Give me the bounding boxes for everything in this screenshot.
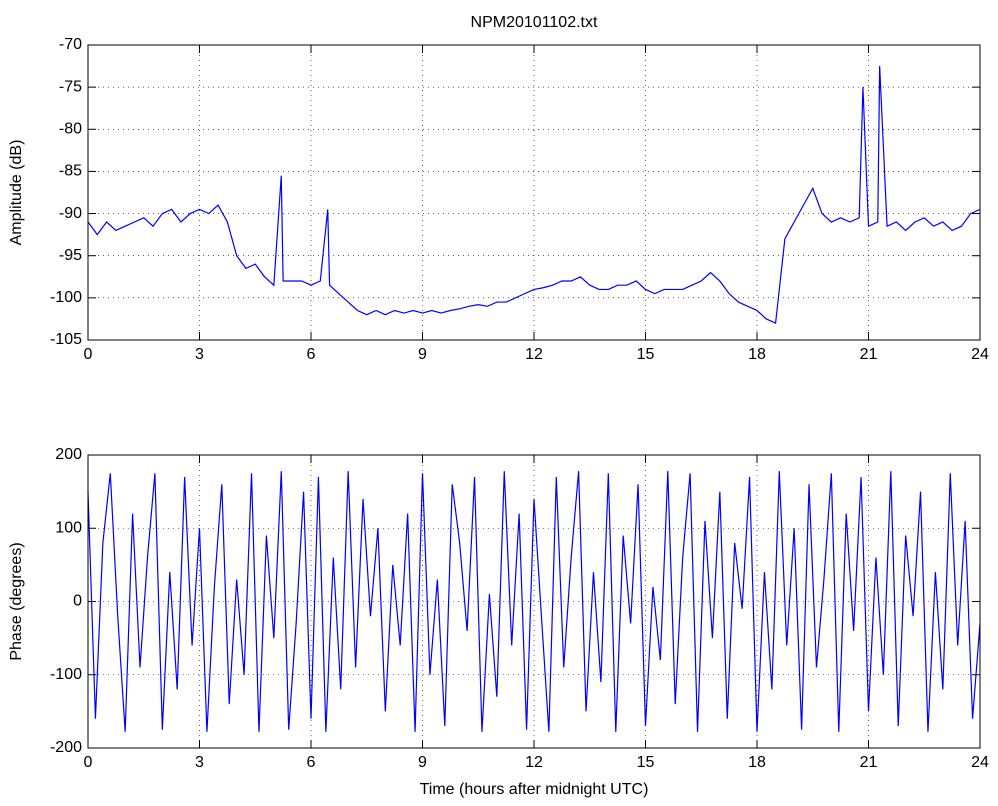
x-tick-label: 6 xyxy=(307,754,316,771)
data-line xyxy=(87,66,981,325)
x-tick-label: 9 xyxy=(418,346,427,363)
y-tick-label: -200 xyxy=(50,739,82,756)
x-tick-label: 18 xyxy=(748,346,766,363)
y-tick-label: -95 xyxy=(59,247,82,264)
x-tick-label: 12 xyxy=(525,754,543,771)
y-axis-label: Phase (degrees) xyxy=(8,542,25,660)
y-tick-label: -100 xyxy=(50,289,82,306)
y-tick-label: -90 xyxy=(59,205,82,222)
x-tick-label: 12 xyxy=(525,346,543,363)
y-axis-label: Amplitude (dB) xyxy=(8,140,25,246)
x-tick-label: 15 xyxy=(637,346,655,363)
y-tick-label: -85 xyxy=(59,163,82,180)
x-tick-label: 24 xyxy=(971,754,989,771)
y-tick-label: -105 xyxy=(50,331,82,348)
y-tick-label: 200 xyxy=(55,446,82,463)
x-tick-label: 0 xyxy=(84,346,93,363)
y-tick-label: -100 xyxy=(50,666,82,683)
x-tick-label: 15 xyxy=(637,754,655,771)
x-axis-label: Time (hours after midnight UTC) xyxy=(420,781,649,798)
axes-box xyxy=(87,454,981,749)
x-tick-label: 9 xyxy=(418,754,427,771)
x-tick-label: 3 xyxy=(195,754,204,771)
y-tick-label: -80 xyxy=(59,121,82,138)
data-line xyxy=(87,471,981,732)
x-tick-label: 3 xyxy=(195,346,204,363)
x-tick-label: 24 xyxy=(971,346,989,363)
y-tick-label: 0 xyxy=(73,593,82,610)
x-tick-label: 6 xyxy=(307,346,316,363)
y-tick-label: -75 xyxy=(59,78,82,95)
y-tick-label: -70 xyxy=(59,36,82,53)
x-tick-label: 21 xyxy=(860,346,878,363)
x-tick-label: 21 xyxy=(860,754,878,771)
axes-box xyxy=(87,44,981,341)
x-tick-label: 0 xyxy=(84,754,93,771)
chart-title: NPM20101102.txt xyxy=(471,14,598,31)
x-tick-label: 18 xyxy=(748,754,766,771)
y-tick-label: 100 xyxy=(55,519,82,536)
